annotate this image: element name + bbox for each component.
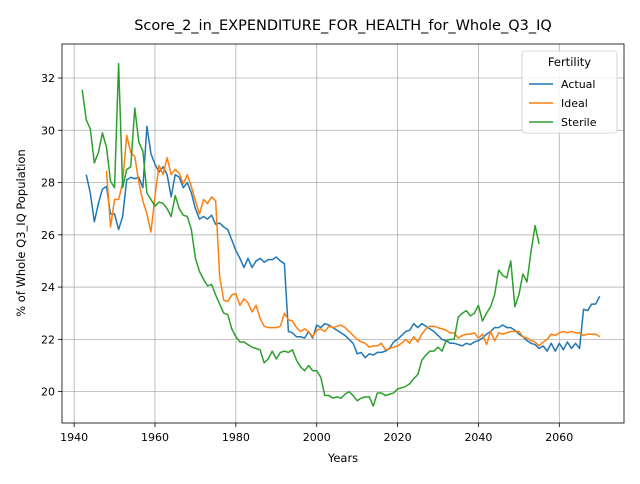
- y-tick-label: 28: [41, 177, 55, 190]
- y-axis-label: % of Whole Q3_IQ Population: [14, 149, 28, 317]
- x-tick-label: 2000: [303, 431, 331, 444]
- x-tick-label: 1960: [141, 431, 169, 444]
- legend-entries: Actual Ideal Sterile: [529, 78, 597, 129]
- x-tick-label: 1980: [222, 431, 250, 444]
- series-line-sterile: [81, 62, 540, 407]
- x-axis-label: Years: [327, 451, 358, 465]
- series-lines: [81, 62, 601, 407]
- legend-title: Fertility: [548, 55, 591, 69]
- chart-title: Score_2_in_EXPENDITURE_FOR_HEALTH_for_Wh…: [134, 18, 552, 34]
- x-axis-ticks: 1940 1960 1980 2000 2020 2040 2060: [60, 423, 573, 444]
- y-tick-label: 20: [41, 386, 55, 399]
- legend-label-ideal: Ideal: [561, 97, 588, 110]
- y-tick-label: 26: [41, 229, 55, 242]
- series-line-actual: [85, 125, 601, 359]
- x-tick-label: 1940: [60, 431, 88, 444]
- y-tick-label: 22: [41, 333, 55, 346]
- x-tick-label: 2060: [545, 431, 573, 444]
- y-tick-label: 30: [41, 124, 55, 137]
- x-tick-label: 2020: [384, 431, 412, 444]
- y-tick-label: 32: [41, 72, 55, 85]
- legend: Fertility Actual Ideal Sterile: [521, 50, 618, 134]
- y-axis-ticks: 20 22 24 26 28 30 32: [41, 72, 62, 399]
- legend-label-actual: Actual: [561, 78, 595, 91]
- legend-label-sterile: Sterile: [561, 116, 597, 129]
- legend-box: [521, 50, 618, 134]
- plot-frame: [61, 43, 625, 424]
- x-tick-label: 2040: [464, 431, 492, 444]
- series-line-ideal: [105, 134, 601, 351]
- y-tick-label: 24: [41, 281, 55, 294]
